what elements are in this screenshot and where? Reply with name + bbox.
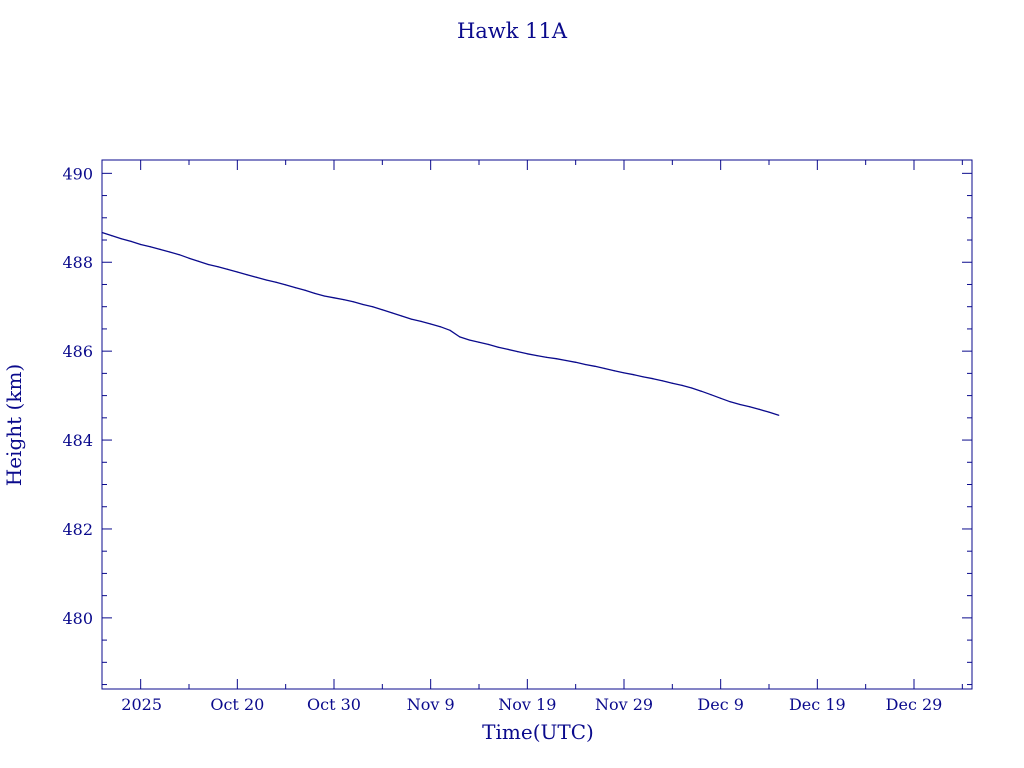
y-axis: 480 482 484 486 488 490	[62, 164, 972, 686]
data-point	[362, 303, 364, 306]
series-line-0	[101, 231, 779, 416]
data-point	[439, 326, 441, 328]
plot-border	[101, 159, 973, 690]
data-point	[749, 406, 751, 408]
data-point	[198, 260, 200, 262]
data-point	[652, 378, 654, 380]
data-point	[526, 353, 528, 355]
data-point	[111, 235, 113, 237]
data-point	[584, 363, 586, 366]
data-point	[159, 248, 161, 250]
data-point	[217, 266, 219, 268]
x-tick-label: Nov 19	[498, 695, 556, 714]
data-point	[768, 411, 770, 413]
data-point	[130, 240, 132, 242]
data-point	[410, 318, 412, 320]
data-point	[594, 365, 596, 367]
x-tick-label: Dec 29	[886, 695, 943, 714]
data-point	[294, 287, 296, 289]
data-point	[314, 292, 316, 294]
series-layer	[101, 231, 780, 416]
data-point	[188, 257, 190, 259]
data-point	[517, 351, 519, 353]
data-point	[642, 376, 644, 378]
x-tick-label: Nov 29	[595, 695, 653, 714]
data-point	[729, 401, 731, 403]
data-point	[497, 346, 499, 348]
data-point	[604, 367, 606, 370]
data-point	[449, 329, 451, 331]
data-point	[671, 382, 673, 384]
data-point	[381, 309, 383, 311]
data-point	[700, 390, 702, 392]
data-point	[710, 394, 712, 396]
data-point	[333, 297, 335, 299]
data-point	[120, 238, 122, 240]
x-axis-label: Time(UTC)	[482, 720, 594, 744]
x-tick-label: Oct 20	[210, 695, 264, 714]
data-point	[459, 336, 461, 338]
data-point	[101, 231, 103, 234]
data-point	[169, 251, 171, 253]
data-point	[613, 370, 615, 372]
data-point	[275, 281, 277, 283]
x-tick-label: Nov 9	[407, 695, 455, 714]
data-point	[256, 276, 258, 278]
data-point	[227, 268, 229, 270]
x-tick-label: Oct 30	[307, 695, 361, 714]
data-point	[236, 271, 238, 273]
data-point	[691, 387, 693, 389]
y-tick-label: 488	[62, 253, 93, 272]
data-point	[343, 299, 345, 301]
y-tick-label: 486	[62, 342, 93, 361]
x-axis: 2025 Oct 20 Oct 30 Nov 9 Nov 19 Nov 29 Dec 9 De…	[121, 160, 963, 714]
data-point	[178, 254, 180, 256]
data-point	[207, 263, 209, 266]
data-point	[575, 361, 577, 363]
data-point	[488, 343, 490, 346]
data-point	[149, 246, 151, 248]
data-point	[633, 374, 635, 376]
x-tick-label: Dec 9	[697, 695, 744, 714]
data-point	[468, 339, 470, 341]
chart-title: Hawk 11A	[457, 19, 568, 43]
data-point	[507, 348, 509, 350]
data-point	[391, 312, 393, 314]
data-point	[555, 358, 557, 360]
data-point	[681, 384, 683, 386]
data-point	[662, 380, 664, 382]
data-point	[565, 359, 567, 362]
data-point	[401, 315, 403, 317]
data-point	[478, 341, 480, 343]
data-point	[739, 403, 741, 406]
data-point	[720, 397, 722, 399]
data-point	[352, 301, 354, 303]
data-point	[623, 372, 625, 374]
plot-frame	[101, 159, 973, 690]
data-point	[246, 274, 248, 276]
y-tick-label: 480	[62, 609, 93, 628]
data-point	[323, 295, 325, 297]
data-point	[304, 289, 306, 291]
x-tick-label: Dec 19	[789, 695, 846, 714]
data-point	[546, 356, 548, 358]
data-point	[536, 355, 538, 357]
x-tick-label: 2025	[121, 695, 162, 714]
data-point	[140, 243, 142, 246]
data-point	[758, 408, 760, 410]
y-tick-label: 484	[62, 431, 93, 450]
y-axis-label: Height (km)	[2, 364, 26, 486]
data-point	[430, 323, 432, 325]
data-point	[285, 284, 287, 286]
data-point	[778, 414, 780, 416]
data-point	[372, 306, 374, 308]
data-point	[265, 279, 267, 281]
data-point	[420, 320, 422, 322]
y-tick-label: 482	[62, 520, 93, 539]
y-tick-label: 490	[62, 164, 93, 183]
